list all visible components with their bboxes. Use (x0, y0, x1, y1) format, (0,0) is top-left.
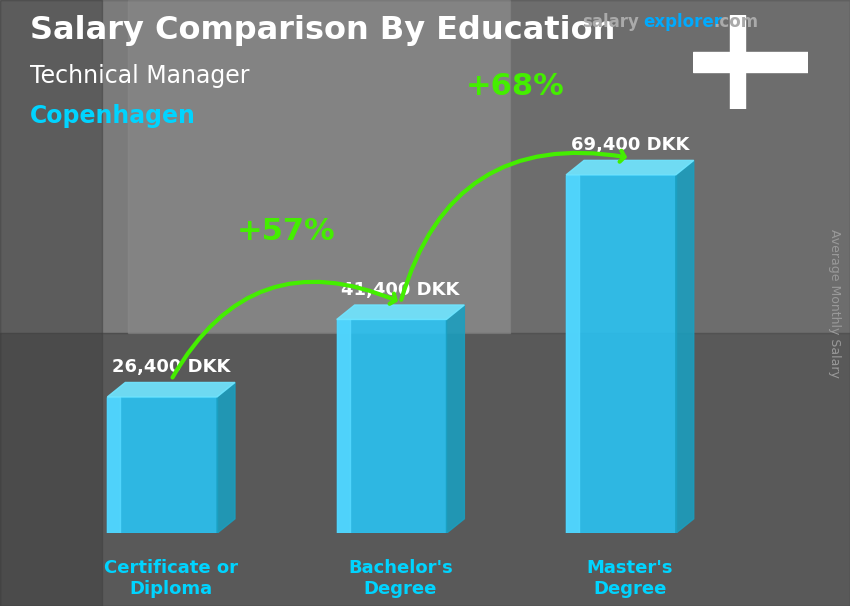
Text: Copenhagen: Copenhagen (30, 104, 196, 128)
Text: +68%: +68% (466, 72, 564, 101)
Text: Bachelor's
Degree: Bachelor's Degree (348, 559, 453, 598)
Text: .com: .com (713, 13, 758, 32)
Text: 69,400 DKK: 69,400 DKK (570, 136, 689, 154)
Polygon shape (566, 161, 694, 175)
Text: +57%: +57% (236, 216, 335, 245)
Text: Salary Comparison By Education: Salary Comparison By Education (30, 15, 615, 46)
Bar (337, 319, 446, 533)
Bar (107, 397, 217, 533)
Text: Technical Manager: Technical Manager (30, 64, 249, 88)
Bar (337, 319, 350, 533)
Bar (566, 175, 676, 533)
Text: Master's
Degree: Master's Degree (586, 559, 673, 598)
Text: explorer: explorer (643, 13, 722, 32)
Bar (0, 0, 102, 606)
Polygon shape (337, 305, 464, 319)
Bar (128, 0, 510, 333)
Bar (107, 397, 121, 533)
Text: 26,400 DKK: 26,400 DKK (112, 358, 230, 376)
Text: Average Monthly Salary: Average Monthly Salary (828, 228, 842, 378)
Bar (510, 0, 850, 606)
Bar (0, 0, 850, 333)
Text: salary: salary (582, 13, 639, 32)
Polygon shape (676, 161, 694, 533)
Polygon shape (217, 382, 235, 533)
Polygon shape (107, 382, 235, 397)
Text: Certificate or
Diploma: Certificate or Diploma (105, 559, 238, 598)
Bar (0, 333, 850, 606)
Bar (730, 15, 745, 109)
Bar (693, 52, 808, 72)
Bar (566, 175, 579, 533)
Text: 41,400 DKK: 41,400 DKK (342, 281, 460, 299)
Polygon shape (446, 305, 464, 533)
